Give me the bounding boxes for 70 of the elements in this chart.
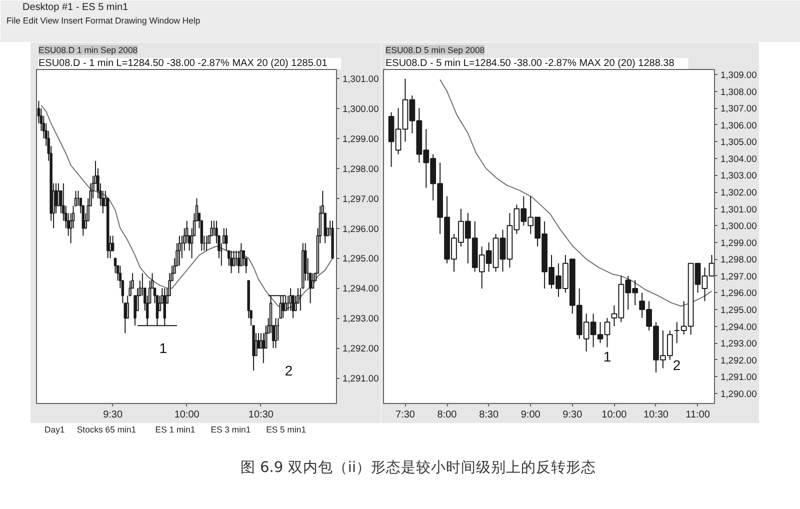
annotation: 2 <box>672 356 681 373</box>
candlestick <box>262 332 265 364</box>
y-tick-label: 1,300.00 <box>342 104 379 114</box>
y-tick-label: 1,293.00 <box>720 338 757 349</box>
y-tick-label: 1,305.00 <box>720 137 757 148</box>
x-tick-label: 10:30 <box>248 410 274 420</box>
candlestick <box>274 318 278 349</box>
chart-subtitle: ESU08.D - 1 min L=1284.50 -38.00 -2.87% MAX 20 (20) 1285.01 <box>38 58 328 69</box>
y-tick-label: 1,291.00 <box>342 374 379 384</box>
candlestick <box>134 295 136 326</box>
candlestick <box>178 235 181 266</box>
y-tick-label: 1,300.00 <box>720 221 757 232</box>
y-tick-label: 1,295.00 <box>720 305 757 316</box>
y-tick-label: 1,291.00 <box>720 372 757 382</box>
y-tick-label: 1,296.00 <box>342 224 379 234</box>
candlestick <box>237 250 240 274</box>
y-tick-label: 1,308.00 <box>720 86 757 97</box>
y-tick-label: 1,298.00 <box>720 254 757 265</box>
x-tick-label: 8:00 <box>437 410 458 420</box>
chart-subtitle: ESU08.D - 5 min L=1284.50 -38.00 -2.87% MAX 20 (20) 1288.38 <box>386 58 675 69</box>
chart-title: ESU08.D 1 min Sep 2008 <box>38 45 138 55</box>
y-tick-label: 1,294.00 <box>342 284 379 294</box>
x-tick-label: 9:30 <box>562 410 583 420</box>
annotation: 1 <box>159 340 168 356</box>
candlestick <box>289 288 292 312</box>
y-tick-label: 1,290.00 <box>720 388 757 399</box>
y-tick-label: 1,293.00 <box>342 314 379 324</box>
candlestick <box>230 250 233 274</box>
candlestick <box>294 295 297 312</box>
y-tick-label: 1,309.00 <box>720 70 757 80</box>
y-tick-label: 1,298.00 <box>342 164 379 174</box>
y-tick-label: 1,301.00 <box>342 74 379 84</box>
x-tick-label: 8:30 <box>479 410 499 420</box>
y-tick-label: 1,301.00 <box>720 204 757 214</box>
y-tick-label: 1,292.00 <box>720 355 757 366</box>
chart-title: ESU08.D 5 min Sep 2008 <box>386 45 485 55</box>
y-tick-label: 1,295.00 <box>342 254 379 264</box>
text: ES 3 min1 <box>210 424 251 434</box>
y-tick-label: 1,304.00 <box>720 154 757 164</box>
text: Day1 <box>44 424 65 434</box>
x-tick-label: 10:00 <box>602 410 628 420</box>
x-tick-label: 9:00 <box>520 410 541 420</box>
candlestick <box>242 250 246 266</box>
annotation: 1 <box>603 348 612 364</box>
text: File Edit View Insert Format Drawing Window Help <box>6 16 200 26</box>
text: ES 5 min1 <box>266 424 306 434</box>
y-tick-label: 1,294.00 <box>720 322 757 332</box>
text: Desktop #1 - ES 5 min1 <box>22 2 129 13</box>
y-tick-label: 1,307.00 <box>720 104 757 114</box>
x-tick-label: 10:30 <box>643 410 669 420</box>
text: ES 1 min1 <box>155 424 196 434</box>
annotation: 2 <box>284 362 293 378</box>
y-tick-label: 1,297.00 <box>342 194 379 204</box>
y-tick-label: 1,303.00 <box>720 170 757 181</box>
x-tick-label: 9:30 <box>103 410 123 420</box>
y-tick-label: 1,302.00 <box>720 188 757 198</box>
candlestick <box>311 272 314 289</box>
y-tick-label: 1,296.00 <box>720 288 757 298</box>
x-tick-label: 11:00 <box>686 410 710 420</box>
caption: 图 6.9 双内包（ii）形态是较小时间级别上的反转形态 <box>240 459 596 476</box>
text: Stocks 65 min1 <box>76 424 136 434</box>
x-tick-label: 10:00 <box>174 410 200 420</box>
y-tick-label: 1,292.00 <box>342 344 379 354</box>
x-tick-label: 7:30 <box>396 410 416 420</box>
y-tick-label: 1,299.00 <box>720 238 757 248</box>
y-tick-label: 1,306.00 <box>720 120 757 130</box>
candlestick <box>114 258 117 274</box>
y-tick-label: 1,299.00 <box>342 134 379 144</box>
y-tick-label: 1,297.00 <box>720 271 757 282</box>
line-series <box>440 79 712 307</box>
